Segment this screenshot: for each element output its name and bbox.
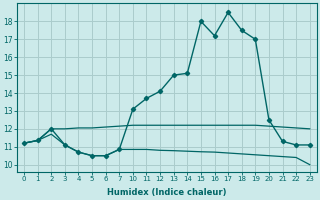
X-axis label: Humidex (Indice chaleur): Humidex (Indice chaleur): [107, 188, 227, 197]
